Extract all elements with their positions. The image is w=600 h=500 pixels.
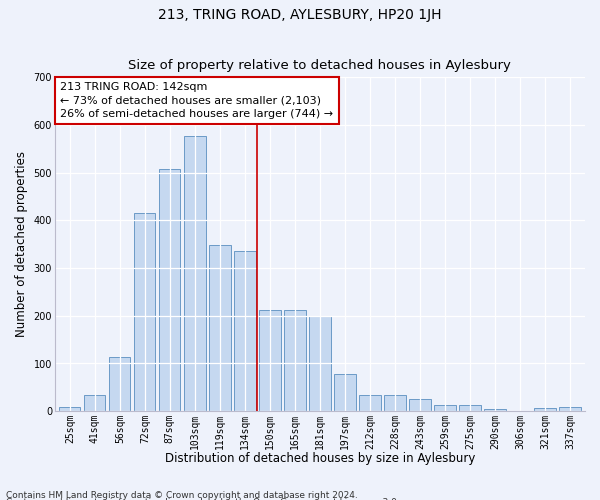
Text: 213, TRING ROAD, AYLESBURY, HP20 1JH: 213, TRING ROAD, AYLESBURY, HP20 1JH	[158, 8, 442, 22]
Bar	[109, 358, 130, 411]
Bar	[159, 170, 181, 411]
Bar	[334, 374, 356, 411]
Bar	[484, 409, 506, 411]
Bar	[460, 405, 481, 411]
Text: Contains public sector information licensed under the Open Government Licence v3: Contains public sector information licen…	[6, 498, 400, 500]
Bar	[434, 405, 455, 411]
Bar	[309, 316, 331, 411]
Bar	[184, 136, 206, 411]
Bar	[84, 394, 106, 411]
Text: 213 TRING ROAD: 142sqm
← 73% of detached houses are smaller (2,103)
26% of semi-: 213 TRING ROAD: 142sqm ← 73% of detached…	[60, 82, 333, 118]
X-axis label: Distribution of detached houses by size in Aylesbury: Distribution of detached houses by size …	[165, 452, 475, 465]
Bar	[559, 408, 581, 411]
Bar	[209, 244, 230, 411]
Text: Contains HM Land Registry data © Crown copyright and database right 2024.: Contains HM Land Registry data © Crown c…	[6, 490, 358, 500]
Bar	[385, 394, 406, 411]
Y-axis label: Number of detached properties: Number of detached properties	[15, 152, 28, 338]
Bar	[234, 252, 256, 411]
Bar	[535, 408, 556, 411]
Bar	[59, 408, 80, 411]
Bar	[134, 213, 155, 411]
Title: Size of property relative to detached houses in Aylesbury: Size of property relative to detached ho…	[128, 59, 511, 72]
Bar	[259, 310, 281, 411]
Bar	[409, 400, 431, 411]
Bar	[359, 394, 380, 411]
Bar	[284, 310, 305, 411]
